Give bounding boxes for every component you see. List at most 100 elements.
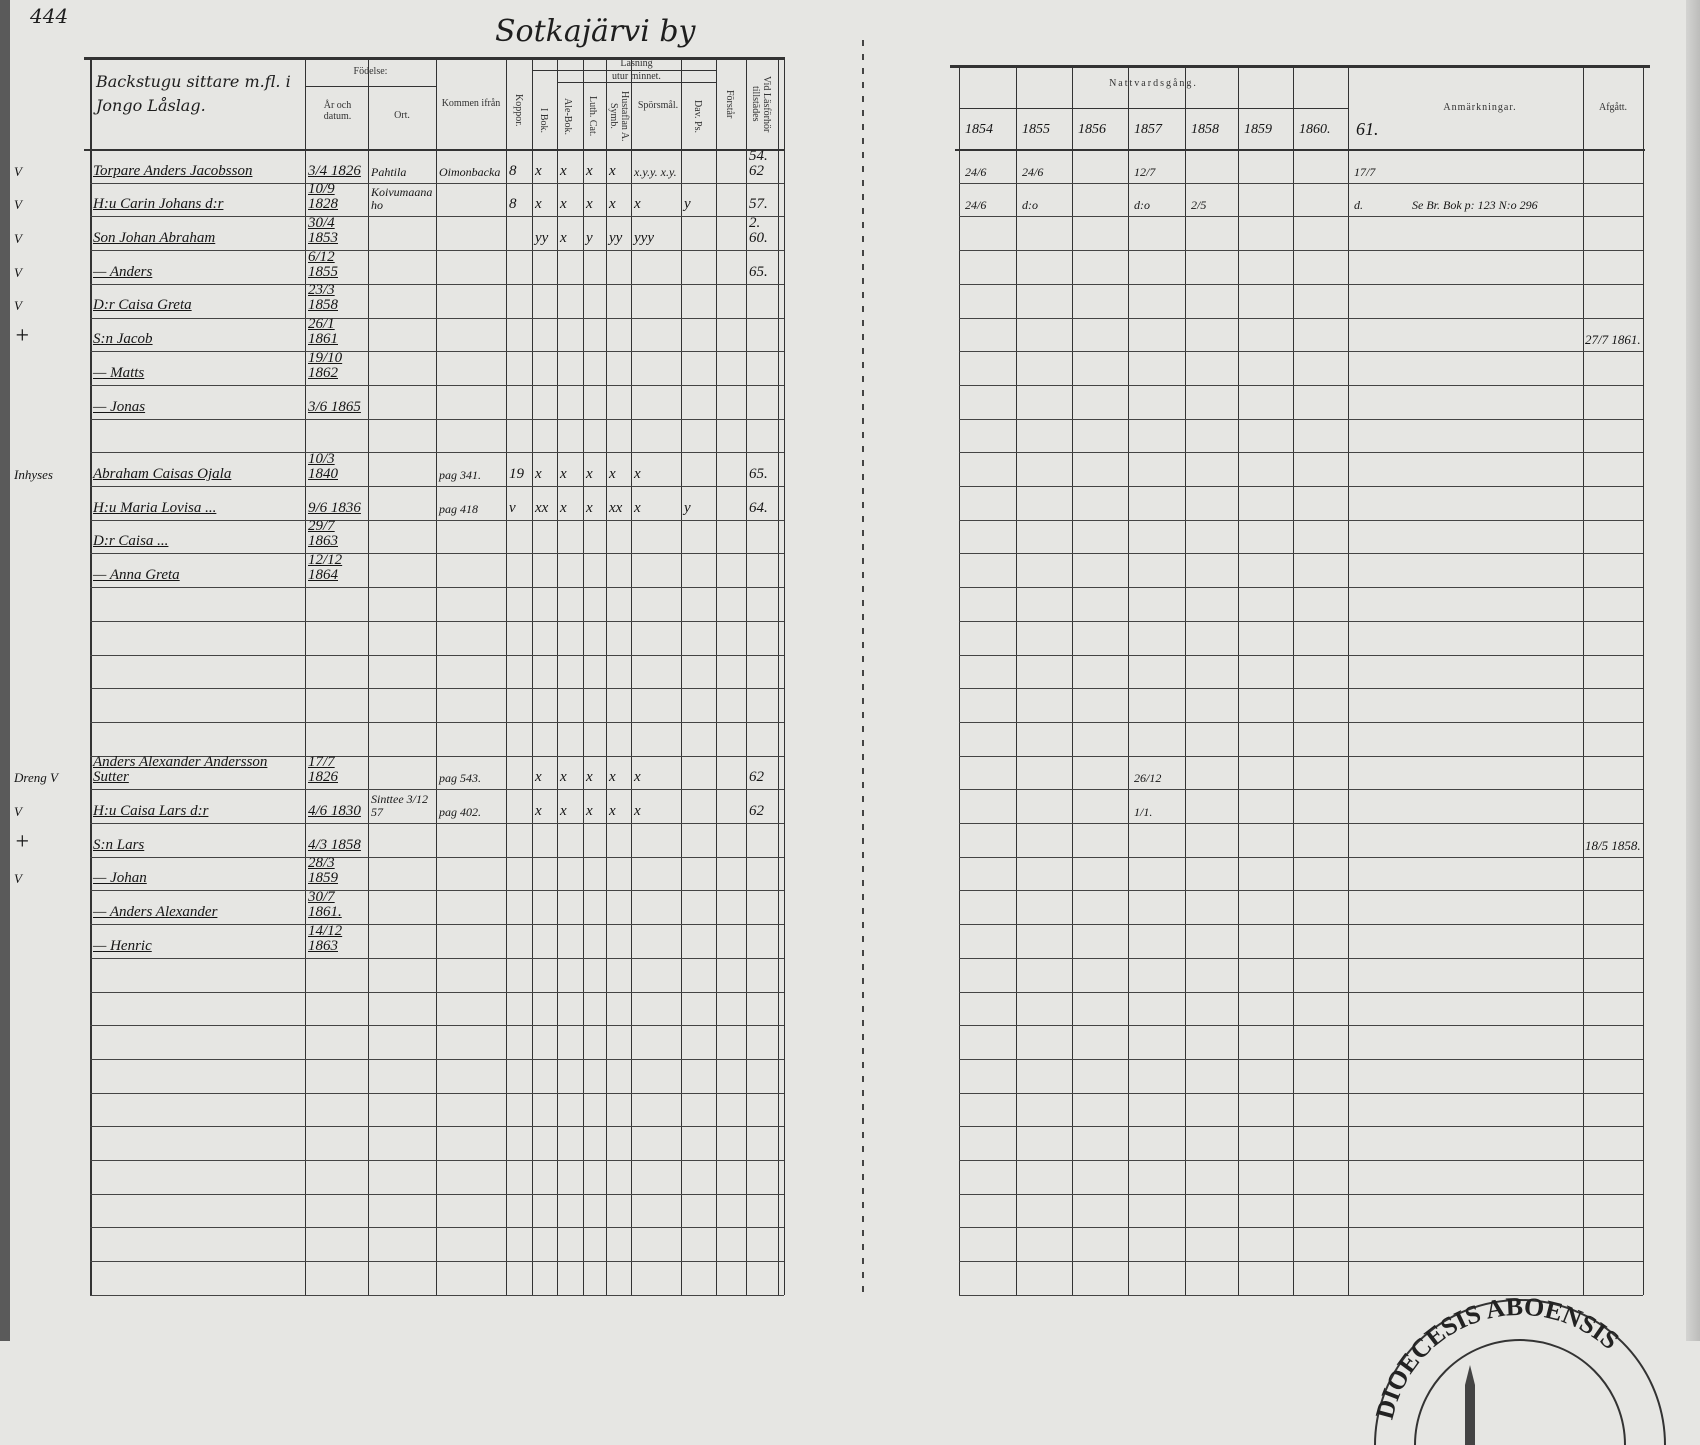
cell-koppor: 8 <box>509 196 517 213</box>
row-rule <box>90 587 784 589</box>
cell-sporsmal: x <box>634 769 641 786</box>
column-rule <box>506 57 507 1295</box>
column-rule <box>1643 65 1644 1295</box>
cell-ale-bok: x <box>560 196 567 213</box>
cell-koppor: 19 <box>509 465 524 482</box>
cell-hustaflan: yy <box>609 230 623 247</box>
margin-note: V <box>14 163 22 179</box>
communion-date-61: 17/7 <box>1354 164 1376 179</box>
header-kommen-ifran: Kommen ifrån <box>441 98 501 109</box>
row-rule <box>959 1126 1643 1128</box>
departure-date: 27/7 1861. <box>1585 332 1641 348</box>
row-rule <box>959 486 1643 487</box>
row-rule <box>90 519 784 521</box>
row-rule <box>959 823 1643 824</box>
cell-from: pag 402. <box>439 804 481 819</box>
household-heading: Backstugu sittare m.fl. i Jongo Låslag. <box>96 72 291 115</box>
margin-note: V <box>14 298 22 314</box>
cell-vid: 54. 62 <box>749 147 768 179</box>
cell-name: Son Johan Abraham <box>93 230 216 247</box>
cell-hustaflan: x <box>609 196 616 213</box>
margin-note: Dreng V <box>14 770 58 786</box>
column-rule <box>606 57 607 1295</box>
cell-i-bok: yy <box>535 230 549 247</box>
cell-place: Sinttee 3/12 57 <box>371 791 428 819</box>
row-rule <box>90 856 784 858</box>
header-year: 1858 <box>1191 122 1219 137</box>
svg-text:DIOECESIS ABOENSIS: DIOECESIS ABOENSIS <box>1370 1292 1625 1422</box>
header-year: 1854 <box>965 122 993 137</box>
header-dav-ps: Dav. Ps. <box>692 99 703 133</box>
cell-name: H:u Maria Lovisa ... <box>93 499 217 516</box>
row-rule <box>90 620 784 622</box>
row-rule <box>90 890 784 892</box>
page-fold <box>862 40 864 1300</box>
cell-dav-ps: y <box>684 196 691 213</box>
cell-name: — Jonas <box>93 398 146 415</box>
remark: Se Br. Bok p: 123 N:o 296 <box>1412 198 1538 213</box>
cell-ale-bok: x <box>560 499 567 516</box>
column-rule <box>368 57 369 1295</box>
column-rule <box>1128 65 1129 1295</box>
row-rule <box>959 688 1643 690</box>
header-i-bok: I Bok. <box>538 107 549 133</box>
row-rule <box>959 1294 1643 1296</box>
cell-vid: 2. 60. <box>749 215 768 247</box>
row-rule <box>90 1193 784 1195</box>
cell-ale-bok: x <box>560 230 567 247</box>
row-rule <box>90 1025 784 1027</box>
header-year: 1857 <box>1134 122 1162 137</box>
communion-date: 1/1. <box>1134 804 1153 819</box>
row-rule <box>90 991 784 993</box>
cell-luth-cat: x <box>586 499 593 516</box>
cell-name: — Johan <box>93 870 147 887</box>
row-rule <box>959 789 1643 791</box>
cell-vid: 62 <box>749 769 764 786</box>
cell-luth-cat: x <box>586 465 593 482</box>
cell-koppor: v <box>509 499 516 516</box>
row-rule <box>959 1261 1643 1263</box>
cell-date: 26/1 1861 <box>308 316 338 348</box>
row-rule <box>90 1092 784 1094</box>
cell-name: — Anders Alexander <box>93 904 218 921</box>
cell-luth-cat: x <box>586 196 593 213</box>
header-year: 1856 <box>1078 122 1106 137</box>
row-rule <box>959 890 1643 892</box>
column-rule <box>716 57 717 1295</box>
margin-note: Inhyses <box>14 466 53 482</box>
header-anmarkningar: Anmärkningar. <box>1443 102 1517 113</box>
row-rule <box>959 317 1643 319</box>
cell-date: 28/3 1859 <box>308 855 338 887</box>
row-rule <box>90 654 784 656</box>
cell-name: H:u Carin Johans d:r <box>93 196 224 213</box>
cell-sporsmal: x.y.y. x.y. <box>634 164 677 179</box>
cell-i-bok: x <box>535 196 542 213</box>
cell-vid: 65. <box>749 263 768 280</box>
row-rule <box>90 924 784 926</box>
margin-note: V <box>14 871 22 887</box>
cell-vid: 57. <box>749 196 768 213</box>
row-rule <box>90 216 784 218</box>
column-rule <box>1348 65 1349 1295</box>
margin-note: V <box>14 231 22 247</box>
column-rule <box>1293 65 1294 1295</box>
row-rule <box>90 755 784 757</box>
column-rule <box>305 57 306 1295</box>
communion-date: d:o <box>1134 198 1150 213</box>
cell-sporsmal: x <box>634 499 641 516</box>
cell-name: S:n Jacob <box>93 331 153 348</box>
row-rule <box>959 519 1643 521</box>
row-rule <box>90 688 784 690</box>
cell-hustaflan: x <box>609 769 616 786</box>
cell-place: Pahtila <box>371 164 407 179</box>
cell-luth-cat: x <box>586 802 593 819</box>
row-rule <box>90 957 784 959</box>
row-rule <box>959 1058 1643 1060</box>
cell-name: — Matts <box>93 364 145 381</box>
header-vid-lasforhor: Vid Läsförhör tillstädes <box>750 75 772 133</box>
cell-i-bok: x <box>535 802 542 819</box>
header-afgatt: Afgått. <box>1598 102 1628 113</box>
row-rule <box>959 1227 1643 1229</box>
cell-date: 30/7 1861. <box>308 889 342 921</box>
cell-name: — Anders <box>93 263 153 280</box>
